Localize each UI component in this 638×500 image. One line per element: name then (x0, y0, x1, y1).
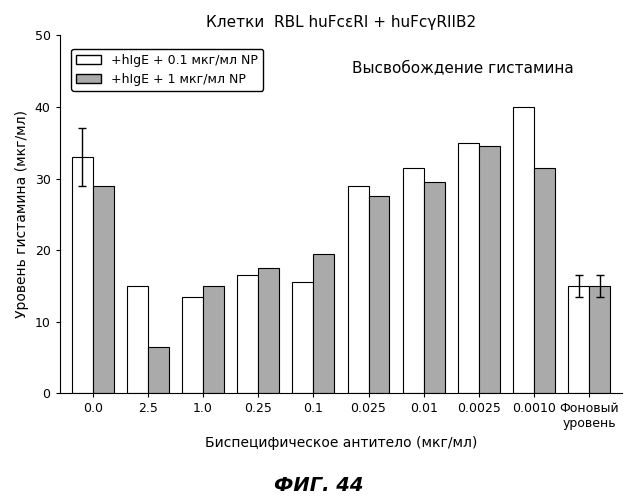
Bar (479, 146, 500, 394)
Bar (568, 286, 589, 394)
Bar (369, 196, 389, 394)
Bar (71, 157, 93, 394)
Bar (589, 286, 610, 394)
Text: ФИГ. 44: ФИГ. 44 (274, 476, 364, 495)
Bar (258, 268, 279, 394)
Bar (237, 275, 258, 394)
Text: Высвобождение гистамина: Высвобождение гистамина (352, 60, 574, 76)
Bar (127, 286, 148, 394)
Bar (424, 182, 445, 394)
X-axis label: Биспецифическое антитело (мкг/мл): Биспецифическое антитело (мкг/мл) (205, 436, 477, 450)
Legend: +hIgE + 0.1 мкг/мл NP, +hIgE + 1 мкг/мл NP: +hIgE + 0.1 мкг/мл NP, +hIgE + 1 мкг/мл … (71, 48, 263, 91)
Bar (203, 286, 224, 394)
Bar (313, 254, 334, 394)
Bar (458, 143, 479, 394)
Bar (403, 168, 424, 394)
Bar (292, 282, 313, 394)
Title: Клетки  RBL huFcεRI + huFcγRIIB2: Клетки RBL huFcεRI + huFcγRIIB2 (206, 15, 476, 30)
Bar (348, 186, 369, 394)
Bar (534, 168, 555, 394)
Bar (93, 186, 114, 394)
Y-axis label: Уровень гистамина (мкг/мл): Уровень гистамина (мкг/мл) (15, 110, 29, 318)
Bar (513, 107, 534, 394)
Bar (148, 347, 169, 394)
Bar (182, 296, 203, 394)
